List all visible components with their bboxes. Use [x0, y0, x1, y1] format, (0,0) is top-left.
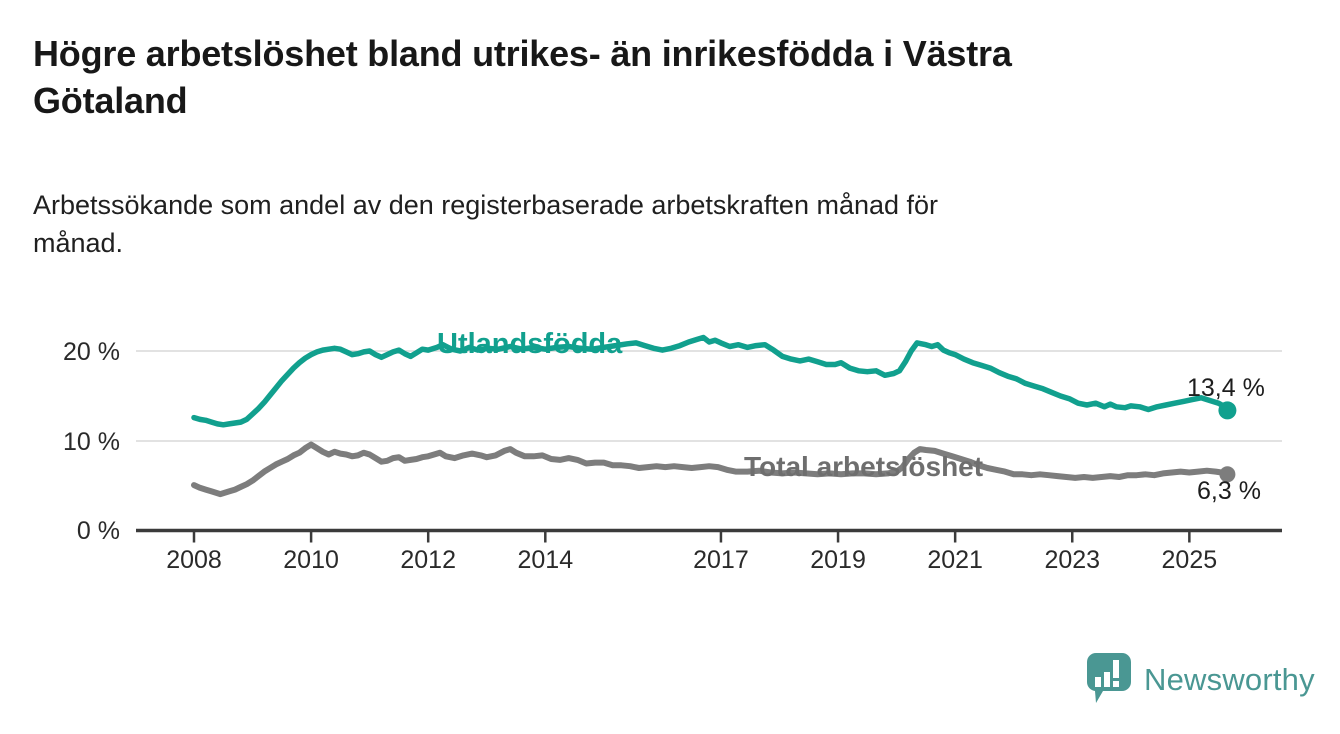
- end-dot-total: [1219, 466, 1236, 483]
- end-value-label-utlandsfodda: 13,4 %: [1187, 374, 1265, 402]
- page-title: Högre arbetslöshet bland utrikes- än inr…: [33, 30, 1253, 124]
- end-dot-utlandsfodda: [1218, 401, 1237, 420]
- chart-subtitle-line-1: Arbetssökande som andel av den registerb…: [33, 190, 939, 220]
- x-tick-label-2021: 2021: [927, 546, 983, 574]
- y-tick-label-0: 0 %: [76, 517, 120, 545]
- chart-subtitle: Arbetssökande som andel av den registerb…: [33, 186, 1253, 262]
- exclamation-stem: [1113, 660, 1119, 678]
- x-tick-label-2019: 2019: [810, 546, 866, 574]
- series-label-utlandsfodda: Utlandsfödda: [437, 328, 623, 360]
- x-tick-label-2010: 2010: [283, 546, 339, 574]
- y-tick-label-10: 10 %: [63, 428, 120, 456]
- newsworthy-logo-icon: [1086, 653, 1131, 703]
- series-line-utlandsfodda: [191, 334, 1231, 428]
- page-title-line-1: Högre arbetslöshet bland utrikes- än inr…: [33, 33, 1012, 74]
- end-value-label-total: 6,3 %: [1197, 477, 1261, 505]
- x-tick-label-2008: 2008: [166, 546, 222, 574]
- bar-small: [1095, 677, 1101, 687]
- x-tick-label-2025: 2025: [1161, 546, 1218, 574]
- x-tick-label-2017: 2017: [693, 546, 749, 574]
- newsworthy-logo-text: Newsworthy: [1144, 662, 1315, 697]
- page-title-line-2: Götaland: [33, 80, 188, 121]
- newsworthy-branding: Newsworthy: [1086, 652, 1315, 708]
- x-tick-label-2012: 2012: [400, 546, 456, 574]
- exclamation-dot: [1113, 681, 1119, 687]
- bar-tall: [1104, 672, 1110, 687]
- series-label-total-arbetsloshet: Total arbetslöshet: [744, 451, 984, 482]
- y-tick-label-20: 20 %: [63, 338, 120, 366]
- x-tick-label-2023: 2023: [1044, 546, 1101, 574]
- series-line-total: [191, 441, 1231, 498]
- chart-subtitle-line-2: månad.: [33, 228, 124, 258]
- x-tick-label-2014: 2014: [517, 546, 574, 574]
